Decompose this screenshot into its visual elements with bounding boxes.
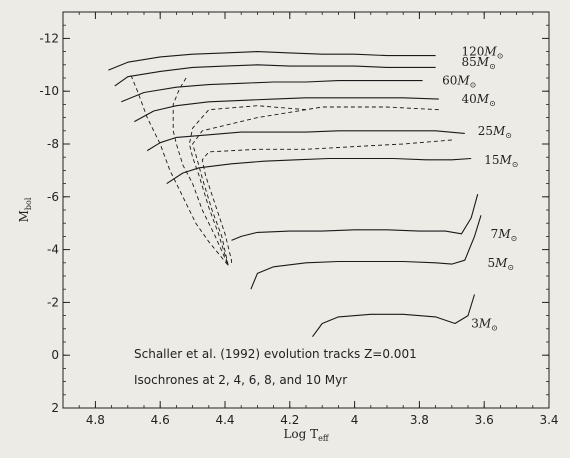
track-25-msun <box>146 130 465 152</box>
isochrone-line <box>188 105 307 266</box>
mass-labels: 120M⊙85M⊙ 60M⊙ 40M⊙ 25M⊙ 15M⊙ 7M⊙ 5M⊙ 3M⊙ <box>442 45 518 333</box>
evolution-tracks <box>108 51 482 338</box>
track-7-msun <box>231 194 479 241</box>
track-40-msun <box>134 97 439 123</box>
track-15-msun <box>166 157 472 185</box>
axis-ticks <box>62 11 550 409</box>
track-3-msun <box>312 294 476 338</box>
x-tick-label: 4 <box>351 413 359 427</box>
y-tick-label: -8 <box>47 137 59 151</box>
y-tick-label: -10 <box>39 84 59 98</box>
mass-label: 3M⊙ <box>471 317 498 333</box>
isochrone-line <box>201 139 452 266</box>
y-axis-title: Mbol <box>17 197 33 222</box>
x-tick-label: 4.6 <box>151 413 170 427</box>
track-5-msun <box>250 215 482 290</box>
isochrone-line <box>172 77 229 266</box>
track-120-msun <box>108 51 436 71</box>
y-tick-label: 0 <box>51 348 59 362</box>
annotation-line-2: Isochrones at 2, 4, 6, 8, and 10 Myr <box>134 373 347 387</box>
mass-label: 7M⊙ <box>491 227 518 243</box>
mass-label: 40M⊙ <box>462 92 496 108</box>
x-tick-label: 3.8 <box>410 413 429 427</box>
x-tick-label: 4.4 <box>215 413 234 427</box>
y-tick-label: 2 <box>51 401 59 415</box>
x-tick-label: 3.6 <box>475 413 494 427</box>
y-tick-label: -6 <box>47 190 59 204</box>
x-tick-label: 4.8 <box>86 413 105 427</box>
tick-labels: 4.8 4.6 4.4 4.2 4 3.8 3.6 3.4 -12 -10 -8 -6 -4 -2 0 2 <box>39 31 558 427</box>
x-tick-label: 4.2 <box>280 413 299 427</box>
mass-label: 15M⊙ <box>484 153 518 169</box>
mass-label: 5M⊙ <box>487 256 514 272</box>
y-tick-label: -12 <box>39 31 59 45</box>
x-axis-title: Log Teff <box>283 427 329 443</box>
mass-label: 85M⊙ <box>462 55 496 71</box>
track-60-msun <box>121 80 423 103</box>
y-tick-label: -4 <box>47 243 59 257</box>
track-85-msun <box>114 64 436 87</box>
mass-label: 60M⊙ <box>442 74 476 90</box>
x-tick-label: 3.4 <box>539 413 558 427</box>
annotation-line-1: Schaller et al. (1992) evolution tracks … <box>134 347 417 361</box>
mass-label: 120M⊙ <box>462 45 504 61</box>
y-tick-label: -2 <box>47 295 59 309</box>
isochrone-line <box>130 75 229 266</box>
isochrone-line <box>192 106 439 266</box>
mass-label: 25M⊙ <box>478 124 512 140</box>
